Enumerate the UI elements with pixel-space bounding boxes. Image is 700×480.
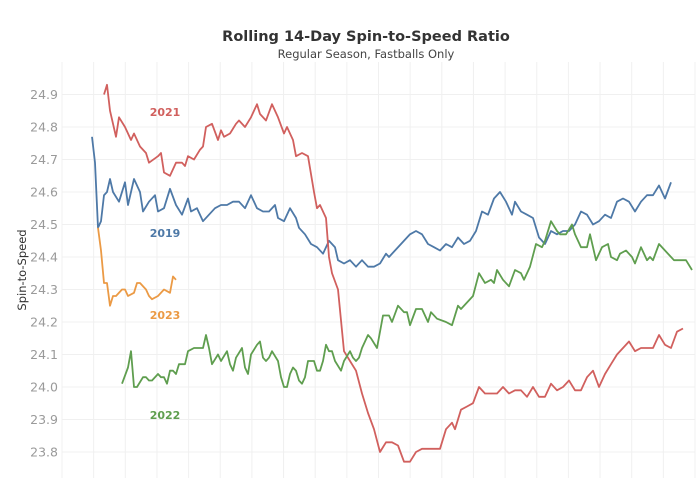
series-line-2021: [103, 83, 684, 463]
series-label-2023: 2023: [150, 309, 181, 322]
series-line-2019: [91, 136, 672, 268]
series-label-2019: 2019: [150, 227, 181, 240]
y-axis-label: Spin-to-Speed: [15, 229, 29, 310]
series-label-2021: 2021: [150, 106, 181, 119]
y-tick-label: 24.8: [30, 120, 58, 135]
y-tick-label: 24.5: [30, 217, 58, 232]
series-label-2022: 2022: [150, 409, 181, 422]
y-tick-label: 23.8: [30, 445, 58, 460]
y-axis-ticks: 23.8 23.9 24.0 24.1 24.2 24.3 24.4 24.5 24.6 24.7…: [30, 87, 58, 460]
y-tick-label: 24.6: [30, 185, 58, 200]
chart-title: Rolling 14-Day Spin-to-Speed Ratio: [222, 29, 510, 45]
series-lines: [91, 83, 693, 463]
y-tick-label: 24.9: [30, 87, 58, 102]
y-tick-label: 23.9: [30, 412, 58, 427]
y-tick-label: 24.1: [30, 347, 58, 362]
y-tick-label: 24.7: [30, 152, 58, 167]
chart-subtitle: Regular Season, Fastballs Only: [278, 47, 455, 61]
series-line-2023: [97, 227, 177, 307]
series-labels: 2019 2021 2023 2022: [150, 106, 181, 422]
series-line-2022: [121, 220, 693, 388]
y-tick-label: 24.0: [30, 380, 58, 395]
y-tick-label: 24.2: [30, 315, 58, 330]
y-tick-label: 24.3: [30, 282, 58, 297]
y-tick-label: 24.4: [30, 250, 58, 265]
